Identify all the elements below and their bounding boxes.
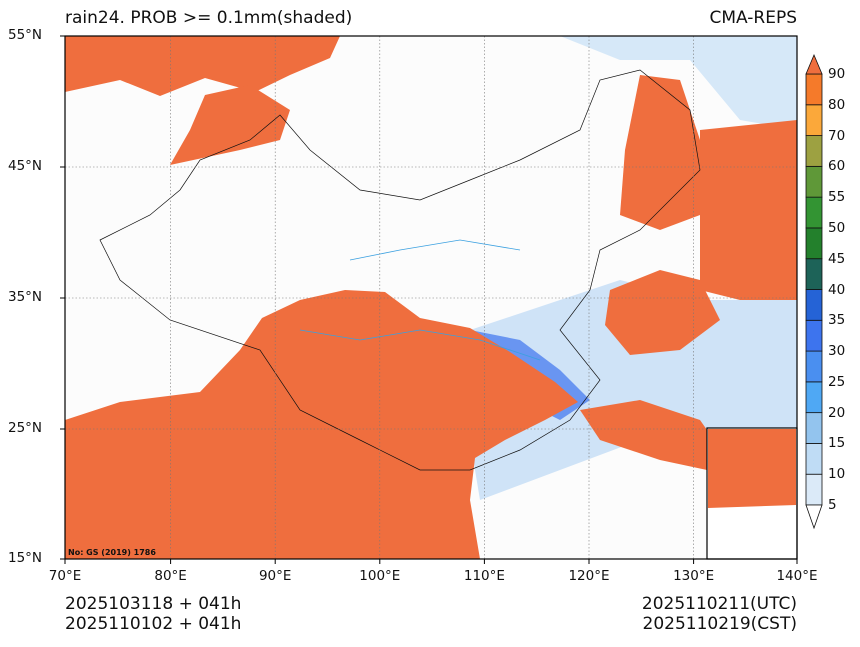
init-time-cst: 2025110102 + 041h [65, 614, 242, 634]
lat-label: 55°N [8, 27, 43, 43]
colorbar-segment [805, 165, 823, 198]
colorbar-tick-label: 15 [828, 435, 846, 452]
colorbar-segment [805, 258, 823, 290]
lon-label: 80°E [154, 568, 187, 584]
colorbar-segment [805, 289, 823, 321]
lat-label: 35°N [8, 289, 43, 305]
colorbar-segment [805, 412, 823, 444]
lat-label: 15°N [8, 550, 43, 566]
colorbar-segment [805, 227, 823, 260]
colorbar-tick-label: 70 [828, 127, 846, 144]
map-approval-number: No: GS (2019) 1786 [68, 548, 156, 557]
mongolia-high-prob-patch [170, 85, 290, 165]
ocean-low-prob-area [470, 280, 797, 500]
china-border [99, 69, 701, 471]
lon-label: 130°E [673, 568, 715, 584]
lon-label: 70°E [48, 568, 82, 584]
gridlines [65, 36, 797, 559]
plot-title: rain24. PROB >= 0.1mm(shaded) [65, 8, 353, 28]
inset-high-prob-area [708, 429, 796, 508]
lat-label: 25°N [8, 420, 43, 436]
southern-china-high-prob-area [65, 290, 578, 559]
valid-time-utc: 2025110211(UTC) [641, 594, 797, 614]
colorbar-over-triangle [805, 53, 823, 75]
colorbar-tick-label: 55 [828, 189, 846, 206]
colorbar-tick-label: 20 [828, 404, 846, 421]
lon-label: 110°E [463, 568, 505, 584]
colorbar-segment [805, 73, 823, 106]
colorbar-segment [805, 104, 823, 136]
colorbar-tick-label: 35 [828, 312, 846, 329]
colorbar-tick-label: 80 [828, 96, 846, 113]
lon-label: 140°E [776, 568, 818, 584]
colorbar-tick-label: 30 [828, 343, 846, 360]
colorbar [805, 53, 823, 530]
lon-label: 120°E [568, 568, 610, 584]
korea-japan-high-prob-area [605, 270, 720, 355]
colorbar-tick-label: 45 [828, 250, 846, 267]
colorbar-tick-label: 60 [828, 158, 846, 175]
colorbar-tick-label: 90 [828, 66, 846, 82]
model-name: CMA-REPS [709, 8, 797, 28]
colorbar-segment [805, 350, 823, 383]
colorbar-tick-label: 25 [828, 373, 846, 390]
axis-ticks [60, 35, 798, 564]
northwest-high-prob-area [65, 36, 340, 96]
southeast-high-prob-area [580, 400, 707, 470]
init-time-utc: 2025103118 + 041h [65, 594, 242, 614]
east-high-prob-area [700, 120, 797, 300]
colorbar-tick-label: 50 [828, 219, 846, 236]
lon-label: 100°E [359, 568, 401, 584]
colorbar-under-triangle [805, 504, 823, 530]
lon-label: 90°E [258, 568, 292, 584]
colorbar-segment [805, 196, 823, 229]
colorbar-segment [805, 319, 823, 352]
valid-time-cst: 2025110219(CST) [642, 614, 797, 634]
colorbar-tick-label: 5 [828, 497, 837, 513]
colorbar-segment [805, 381, 823, 414]
north-low-prob-area [560, 36, 797, 130]
river-lines [299, 239, 541, 361]
colorbar-tick-label: 40 [828, 281, 846, 298]
colorbar-segment [805, 443, 823, 475]
colorbar-segment [805, 135, 823, 167]
northeast-high-prob-area [620, 75, 700, 230]
colorbar-segment [805, 473, 823, 506]
colorbar-tick-label: 10 [828, 466, 846, 483]
lat-label: 45°N [8, 158, 43, 174]
